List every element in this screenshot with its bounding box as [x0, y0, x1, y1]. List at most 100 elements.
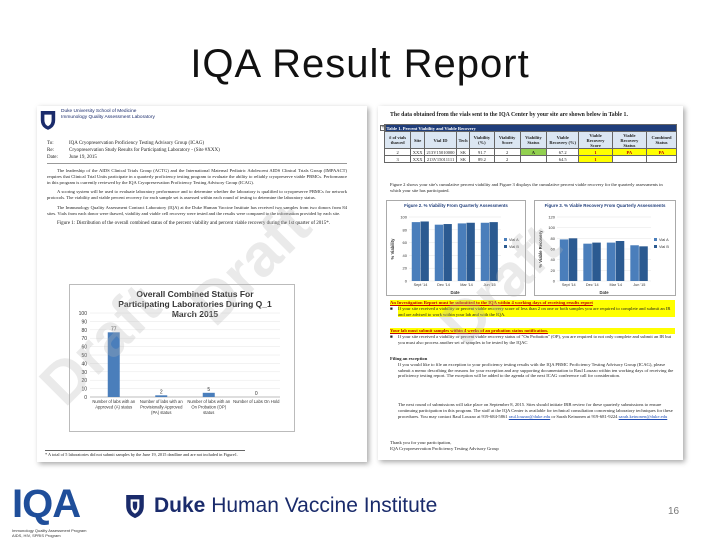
table-header-cell: Viable Recovery Score	[578, 131, 613, 149]
table-header-cell: # of vials thawed	[383, 131, 412, 149]
bar	[420, 221, 429, 281]
next-round-section: The next round of submissions will take …	[398, 402, 673, 419]
category-label: Dec '14	[437, 283, 450, 287]
table-cell: SK	[456, 155, 471, 163]
results-table: Table 1. Percent Viability and Viable Re…	[383, 124, 678, 163]
bar	[630, 245, 639, 281]
category-label: Mar '14	[609, 283, 622, 287]
table-intro: The data obtained from the vials sent to…	[390, 112, 628, 118]
next-round-text: The next round of submissions will take …	[398, 402, 673, 419]
table-header-cell: Viable Recovery Status	[611, 131, 647, 149]
table-cell: A	[519, 148, 548, 156]
table-cell: 213V15011111	[424, 155, 458, 163]
legend-label: Vial A	[509, 238, 519, 242]
bar	[489, 222, 498, 281]
data-label: 5	[207, 387, 210, 393]
right-report-page: The data obtained from the vials sent to…	[378, 106, 683, 460]
table-cell	[519, 155, 548, 163]
category-label: Approved (A) status	[95, 405, 132, 410]
bar	[202, 392, 215, 397]
duke-brand-rest: Human Vaccine Institute	[211, 494, 438, 517]
table-cell: 213V15010000	[424, 148, 458, 156]
category-label: Number of labs with an	[140, 399, 183, 404]
institution-line: Duke University School of Medicine	[61, 109, 137, 114]
category-label: Sept '14	[414, 283, 428, 287]
category-label: Jun '15	[483, 283, 495, 287]
investigation-heading: An Investigation Report must be submitte…	[390, 300, 675, 306]
y-tick-label: 30	[81, 370, 87, 376]
legend-label: Vial B	[509, 245, 519, 249]
email-link[interactable]: raul.louzao@duke.edu	[508, 413, 551, 419]
iqa-logo: IQA Immunology Quality Assessment Progra…	[12, 482, 86, 538]
y-tick-label: 80	[81, 328, 87, 334]
exception-section: Filing an exception If you would like to…	[390, 356, 675, 379]
iqa-subtitle: Immunology Quality Assessment Program AI…	[12, 528, 87, 538]
memo-row: To: IQA Cryopreservation Proficiency Test…	[47, 141, 205, 146]
bar	[480, 222, 490, 281]
y-tick-label: 80	[403, 227, 408, 232]
category-label: Jun '15	[633, 283, 645, 287]
recovery-chart-svg: 0 20 40 60 80 100 120 % Viable Recovery Date Sept…	[538, 215, 669, 296]
bar	[457, 223, 467, 281]
y-tick-label: 0	[405, 279, 408, 284]
signoff: Thank you for your participation, IQA Cr…	[390, 440, 499, 451]
table-row: 3 XXX 213V15011111 SK 89.2 2 64.5 1	[383, 155, 678, 163]
chart-title: Overall Combined Status For Participatin…	[118, 289, 272, 319]
resubmit-text: If your site received a viability or per…	[398, 333, 672, 345]
category-label: Number of labs with an	[187, 399, 230, 404]
bar	[411, 222, 421, 281]
viability-chart-svg: 0 20 40 60 80 100 % Viability Date Sept '14 Dec '…	[390, 215, 519, 296]
bar	[559, 239, 569, 281]
figures-text: Figure 2 shows your site's cumulative pe…	[390, 182, 663, 193]
duke-shield-icon	[126, 495, 144, 519]
table-cell: XXX	[410, 155, 426, 163]
memo-row: Date: June 19, 2015	[47, 155, 97, 160]
viability-chart: Figure 2. % Viability From Quarterly Ass…	[386, 200, 526, 296]
legend-label: Vial A	[659, 238, 669, 242]
slide-title: IQA Result Report	[190, 42, 530, 86]
bar	[568, 238, 578, 281]
legend-swatch	[504, 238, 507, 241]
expand-icon[interactable]: +	[380, 125, 386, 131]
category-label: Dec '14	[586, 283, 599, 287]
table-cell: 2	[383, 148, 412, 156]
bar	[107, 332, 120, 397]
y-tick-label: 100	[548, 225, 555, 230]
resubmit-section: Your lab must submit samples within 4 we…	[390, 328, 675, 345]
figure-caption: Figure 1: Distribution of the overall co…	[57, 220, 330, 226]
table-title: Table 1. Percent Viability and Viable Re…	[384, 124, 677, 132]
table-cell: 1	[578, 155, 613, 163]
legend-swatch	[504, 245, 507, 248]
table-cell: 2	[493, 148, 521, 156]
bar	[434, 224, 444, 281]
y-tick-label: 100	[79, 311, 88, 317]
table-header-cell: Site	[410, 131, 426, 149]
table-row: 2 XXX 213V15010000 SK 91.7 2 A 67.2 1 PA PA	[383, 148, 678, 156]
category-label: Sept '14	[562, 283, 576, 287]
category-label: Provisionally Approved	[140, 405, 183, 410]
iqa-logo-text: IQA	[12, 482, 81, 526]
bar	[155, 395, 168, 397]
table-header-cell: Viability (%)	[469, 131, 495, 149]
table-cell: SK	[456, 148, 471, 156]
memo-row: Re: Cryopreservation Study Results for Pa…	[47, 148, 220, 153]
exception-text: If you would like to file an exception t…	[398, 361, 674, 379]
category-label: status	[203, 410, 214, 415]
x-axis-label: Date	[599, 290, 609, 295]
email-link[interactable]: sarah.keinonen@duke.edu	[618, 413, 668, 419]
table-cell: 3	[383, 155, 412, 163]
legend-swatch	[654, 238, 657, 241]
y-tick-label: 60	[403, 240, 408, 245]
table-cell: 1	[578, 148, 613, 156]
bar	[639, 246, 648, 281]
category-label: Mar '14	[460, 283, 473, 287]
table-header-cell: Combined Status	[645, 131, 678, 149]
data-label: 2	[160, 389, 163, 395]
y-tick-label: 90	[81, 319, 87, 325]
duke-hvi-logo: Duke Human Vaccine Institute	[124, 492, 437, 520]
resubmit-heading: Your lab must submit samples within 4 we…	[390, 328, 675, 334]
category-label: Number of Labs On Hold	[233, 399, 280, 404]
y-axis-label: % Viable Recovery	[538, 230, 543, 268]
y-tick-label: 60	[81, 345, 87, 351]
category-label: On Probation (OP)	[191, 405, 226, 410]
